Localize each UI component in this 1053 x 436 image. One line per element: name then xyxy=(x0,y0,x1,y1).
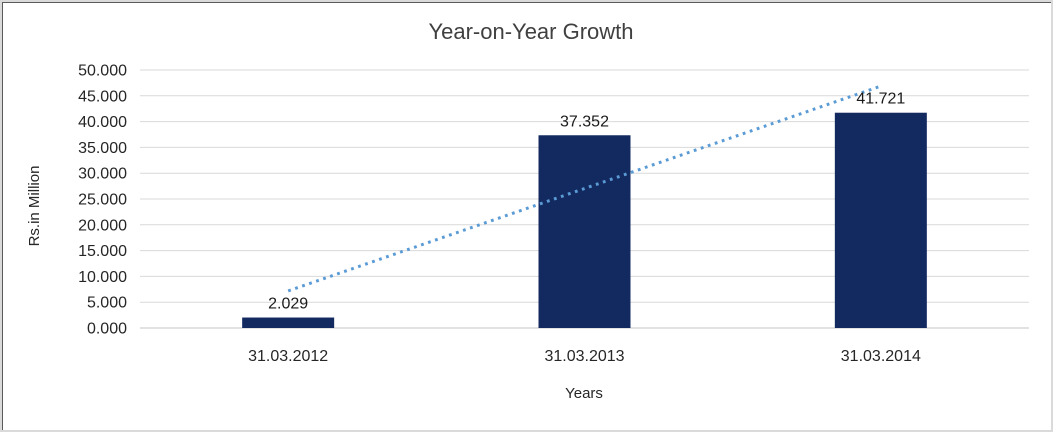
category-label: 31.03.2014 xyxy=(841,348,921,365)
bar xyxy=(242,317,335,328)
y-tick-label: 20.000 xyxy=(78,217,127,234)
y-tick-label: 30.000 xyxy=(78,166,127,183)
y-tick-label: 50.000 xyxy=(78,63,127,80)
bar xyxy=(834,112,927,329)
y-tick-label: 10.000 xyxy=(78,269,127,286)
chart-plot-frame: 0.000 5.000 10.000 15.000 20.000 25.000 30.000… xyxy=(2,2,1051,430)
category-label: 31.03.2013 xyxy=(544,348,624,365)
bar-value-label: 41.721 xyxy=(856,91,905,108)
y-tick-label: 35.000 xyxy=(78,140,127,157)
chart-title: Year-on-Year Growth xyxy=(428,19,633,44)
y-tick-label: 40.000 xyxy=(78,114,127,131)
trendline-layer xyxy=(287,84,882,293)
y-axis-title: Rs.in Million xyxy=(26,166,43,247)
y-tick-label: 25.000 xyxy=(78,192,127,209)
y-tick-labels-layer: 0.000 5.000 10.000 15.000 20.000 25.000 30.000… xyxy=(78,63,127,338)
bars-layer xyxy=(242,112,927,329)
x-axis-title: Years xyxy=(565,385,603,402)
category-labels-layer: 31.03.2012 31.03.2013 31.03.2014 xyxy=(248,348,921,365)
bar-value-label: 2.029 xyxy=(268,296,308,313)
y-tick-label: 5.000 xyxy=(87,295,127,312)
y-tick-label: 15.000 xyxy=(78,243,127,260)
data-labels-layer: 2.029 37.352 41.721 xyxy=(268,91,905,313)
trendline xyxy=(287,84,882,293)
growth-bar-chart: 0.000 5.000 10.000 15.000 20.000 25.000 30.000… xyxy=(26,19,1029,402)
bar-value-label: 37.352 xyxy=(560,113,609,130)
y-tick-label: 0.000 xyxy=(87,321,127,338)
category-label: 31.03.2012 xyxy=(248,348,328,365)
y-tick-label: 45.000 xyxy=(78,88,127,105)
bar xyxy=(538,135,631,328)
